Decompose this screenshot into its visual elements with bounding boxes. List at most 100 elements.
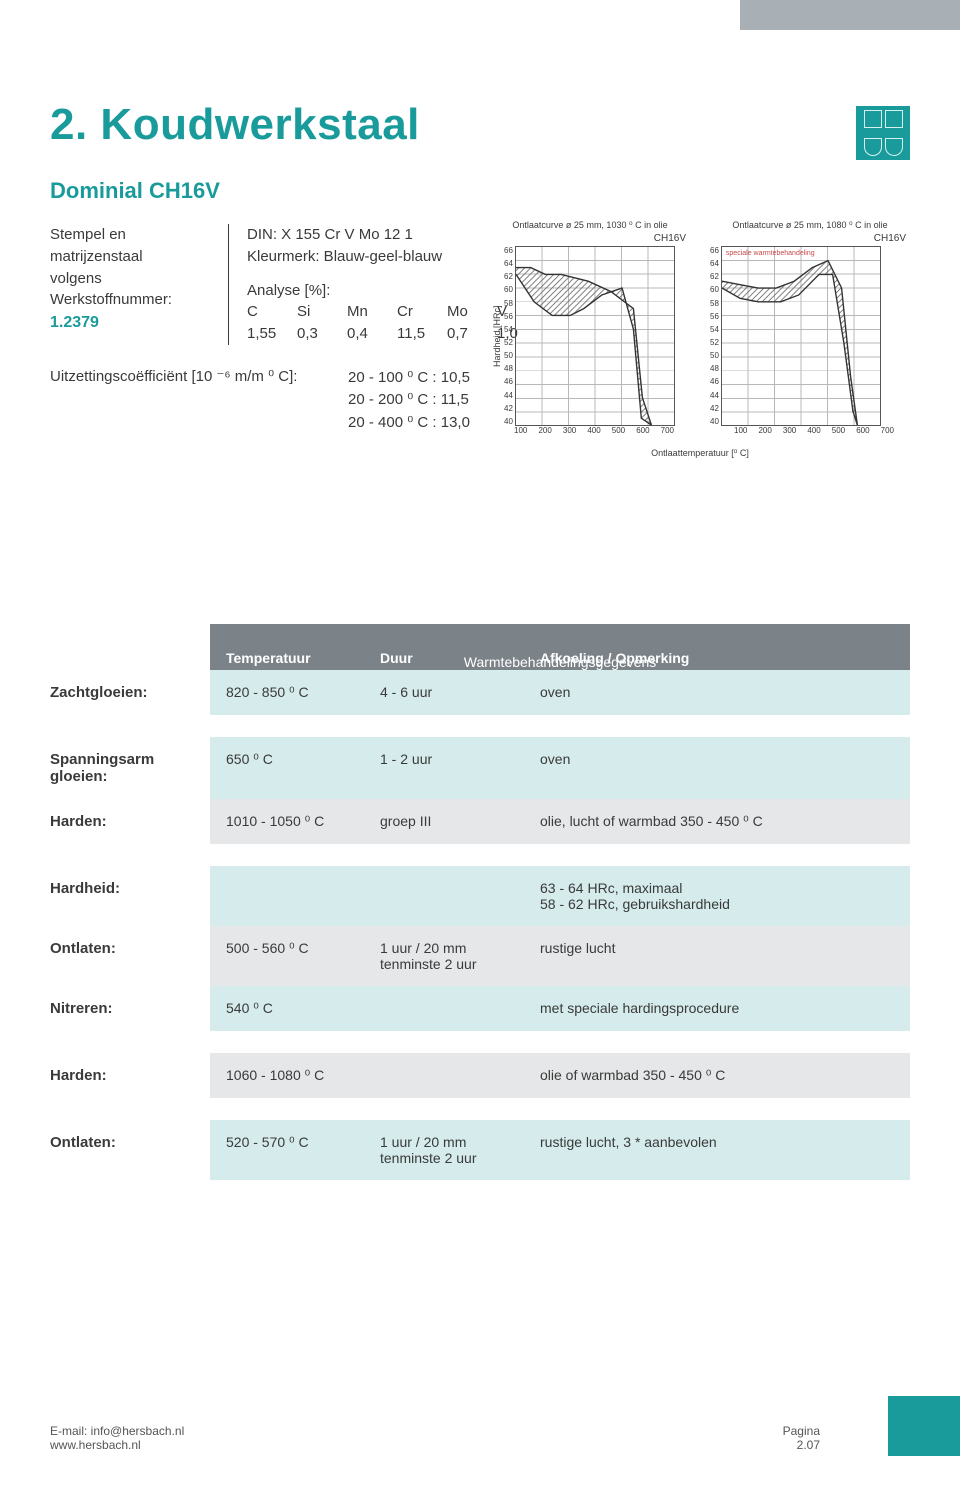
cell-temperatuur [210,880,380,912]
coef-label: Uitzettingscoëfficiënt [10 ⁻⁶ m/m ⁰ C]: [50,367,330,435]
ytick: 62 [504,272,513,281]
row-label: Ontlaten: [50,1120,210,1180]
chart-series-label: CH16V [710,233,910,244]
table-row: Harden:1010 - 1050 ⁰ Cgroep IIIolie, luc… [50,799,910,844]
ytick: 64 [504,259,513,268]
row-cells: 820 - 850 ⁰ C4 - 6 uuroven [210,670,910,715]
chart-right: Ontlaatcurve ø 25 mm, 1080 ⁰ C in olie C… [710,220,910,435]
analyse-value-row: 1,55 0,3 0,4 11,5 0,7 1,0 [247,323,507,345]
table-spacer [50,1031,910,1053]
row-cells: 540 ⁰ Cmet speciale hardingsprocedure [210,986,910,1031]
row-cells: 650 ⁰ C1 - 2 uuroven [210,737,910,799]
row-label: Hardheid: [50,866,210,926]
ytick: 52 [504,338,513,347]
meta-left: Stempel en matrijzenstaal volgens Werkst… [50,224,210,345]
coef-row: 20 - 200 ⁰ C : 11,5 [348,389,470,412]
row-cells: 1060 - 1080 ⁰ Colie of warmbad 350 - 450… [210,1053,910,1098]
page-subtitle: Dominial CH16V [50,178,910,204]
xtick: 600 [636,426,649,435]
row-label: Spanningsarm gloeien: [50,737,210,799]
footer-email: E-mail: info@hersbach.nl [50,1424,184,1438]
cell-duur [380,880,540,912]
ytick: 46 [504,377,513,386]
table-row: Hardheid: 63 - 64 HRc, maximaal 58 - 62 H… [50,866,910,926]
meta-line: Werkstoffnummer: [50,289,210,311]
analyse-label: Analyse [%]: [247,280,507,302]
table-row: Zachtgloeien:820 - 850 ⁰ C4 - 6 uuroven [50,670,910,715]
ytick: 58 [710,299,719,308]
footer-web: www.hersbach.nl [50,1438,184,1452]
ytick: 52 [710,338,719,347]
table-row: Nitreren:540 ⁰ Cmet speciale hardingspro… [50,986,910,1031]
xtick: 500 [612,426,625,435]
footer-page-label: Pagina [783,1424,820,1438]
row-cells: 63 - 64 HRc, maximaal 58 - 62 HRc, gebru… [210,866,910,926]
xtick: 600 [856,426,869,435]
coef-row: 20 - 400 ⁰ C : 13,0 [348,412,470,435]
ytick: 66 [710,246,719,255]
top-corner-tab [740,0,960,30]
table-row: Ontlaten:520 - 570 ⁰ C1 uur / 20 mm tenm… [50,1120,910,1180]
cell-temperatuur: 1010 - 1050 ⁰ C [210,813,380,830]
row-cells: 500 - 560 ⁰ C1 uur / 20 mm tenminste 2 u… [210,926,910,986]
xtick: 100 [514,426,527,435]
ytick: 60 [710,285,719,294]
vertical-rule [228,224,229,345]
table-row: Harden:1060 - 1080 ⁰ Colie of warmbad 35… [50,1053,910,1098]
cell-afkoeling: olie of warmbad 350 - 450 ⁰ C [540,1067,910,1084]
ytick: 56 [710,312,719,321]
cell-temperatuur: 820 - 850 ⁰ C [210,684,380,701]
ytick: 48 [710,364,719,373]
table-spacer [50,844,910,866]
row-label: Nitreren: [50,986,210,1031]
ytick: 44 [710,391,719,400]
ytick: 42 [710,404,719,413]
row-label: Zachtgloeien: [50,670,210,715]
cell-afkoeling: rustige lucht, 3 * aanbevolen [540,1134,910,1166]
page-title: 2. Koudwerkstaal [50,100,910,150]
heat-treatment-table: Warmtebehandelingsgegevens Temperatuur D… [50,624,910,1180]
ytick: 66 [504,246,513,255]
y-ticks: 6664626058565452504846444240 [504,246,515,426]
chart-left: Ontlaatcurve ø 25 mm, 1030 ⁰ C in olie C… [490,220,690,435]
x-ticks: 100200300400500600700 [514,426,674,435]
kleurmerk-line: Kleurmerk: Blauw-geel-blauw [247,246,507,268]
ytick: 54 [710,325,719,334]
table-spacer [50,1098,910,1120]
analyse-header-row: C Si Mn Cr Mo V [247,301,507,323]
cell-duur [380,1000,540,1017]
cell-temperatuur: 520 - 570 ⁰ C [210,1134,380,1166]
y-axis-label: Hardheid [HRc] [490,246,504,426]
page-footer: E-mail: info@hersbach.nl www.hersbach.nl… [50,1424,910,1452]
table-title: Warmtebehandelingsgegevens [210,650,910,670]
y-ticks: 6664626058565452504846444240 [710,246,721,426]
xtick: 200 [758,426,771,435]
brand-logo [856,106,910,160]
xtick: 400 [587,426,600,435]
xtick: 200 [538,426,551,435]
ytick: 40 [504,417,513,426]
ytick: 58 [504,299,513,308]
plot-area [515,246,675,426]
cell-afkoeling: 63 - 64 HRc, maximaal 58 - 62 HRc, gebru… [540,880,910,912]
cell-temperatuur: 540 ⁰ C [210,1000,380,1017]
cell-duur: 1 - 2 uur [380,751,540,785]
cell-afkoeling: oven [540,751,910,785]
xtick: 300 [783,426,796,435]
row-label: Harden: [50,799,210,844]
ytick: 54 [504,325,513,334]
xtick: 300 [563,426,576,435]
werkstoffnummer: 1.2379 [50,311,210,334]
xtick: 500 [832,426,845,435]
plot-area: speciale warmtebehandeling [721,246,881,426]
cell-duur: 1 uur / 20 mm tenminste 2 uur [380,940,540,972]
xtick: 100 [734,426,747,435]
x-axis-label: Ontlaattemperatuur [⁰ C] [490,448,910,459]
table-spacer [50,715,910,737]
ytick: 44 [504,391,513,400]
meta-line: Stempel en [50,224,210,246]
ytick: 62 [710,272,719,281]
ytick: 50 [504,351,513,360]
row-label: Harden: [50,1053,210,1098]
ytick: 60 [504,285,513,294]
